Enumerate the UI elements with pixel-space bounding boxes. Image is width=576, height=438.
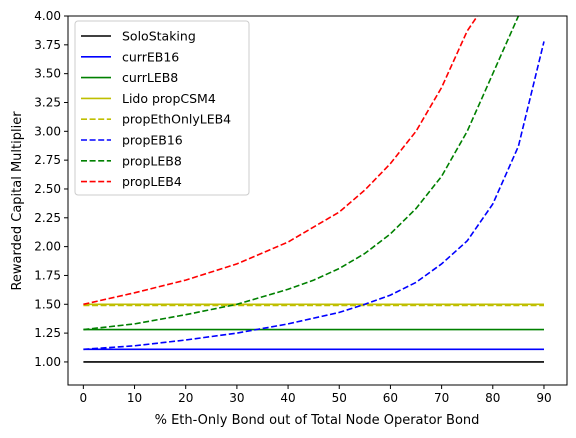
x-tick-label: 0	[80, 391, 88, 405]
y-tick-label: 1.25	[34, 326, 61, 340]
x-axis-label: % Eth-Only Bond out of Total Node Operat…	[155, 413, 480, 428]
y-tick-label: 1.00	[34, 355, 61, 369]
y-tick-label: 2.25	[34, 211, 61, 225]
x-tick-label: 50	[332, 391, 347, 405]
x-tick-label: 10	[127, 391, 142, 405]
x-tick-label: 40	[280, 391, 295, 405]
x-tick-label: 80	[485, 391, 500, 405]
y-tick-label: 1.50	[34, 297, 61, 311]
y-tick-label: 4.00	[34, 9, 61, 23]
legend-box	[74, 20, 250, 196]
series-line-propleb4	[83, 16, 479, 306]
series-line-propleb8	[83, 16, 520, 331]
x-tick-label: 70	[434, 391, 449, 405]
y-tick-label: 2.00	[34, 240, 61, 254]
y-tick-label: 3.25	[34, 95, 61, 109]
legend-label: currEB16	[122, 49, 179, 64]
legend: SoloStaking currEB16 currLEB8 Lido propCSM4…	[74, 20, 250, 196]
y-tick-label: 3.50	[34, 67, 61, 81]
legend-label: propEB16	[122, 133, 183, 148]
legend-label: propLEB4	[122, 174, 182, 189]
x-tick-label: 60	[383, 391, 398, 405]
y-tick-label: 3.00	[34, 124, 61, 138]
y-axis: 1.00 1.25 1.50 1.75 2.00 2.25 2.50 2.75 3.00 3.25…	[34, 9, 68, 369]
x-tick-label: 20	[178, 391, 193, 405]
y-axis-label: Rewarded Capital Multiplier	[10, 111, 25, 291]
y-tick-label: 2.75	[34, 153, 61, 167]
legend-label: SoloStaking	[122, 29, 196, 44]
legend-label: propLEB8	[122, 153, 182, 168]
x-axis: 0 10 20 30 40 50 60 70 80 90	[80, 385, 552, 405]
plot-frame	[67, 15, 568, 386]
x-tick-label: 30	[229, 391, 244, 405]
legend-label: Lido propCSM4	[122, 91, 216, 106]
legend-label: propEthOnlyLEB4	[122, 112, 231, 127]
legend-label: currLEB8	[122, 70, 178, 85]
x-tick-label: 90	[536, 391, 551, 405]
series-layer	[83, 16, 545, 363]
y-tick-label: 3.75	[34, 38, 61, 52]
y-tick-label: 2.50	[34, 182, 61, 196]
y-tick-label: 1.75	[34, 268, 61, 282]
